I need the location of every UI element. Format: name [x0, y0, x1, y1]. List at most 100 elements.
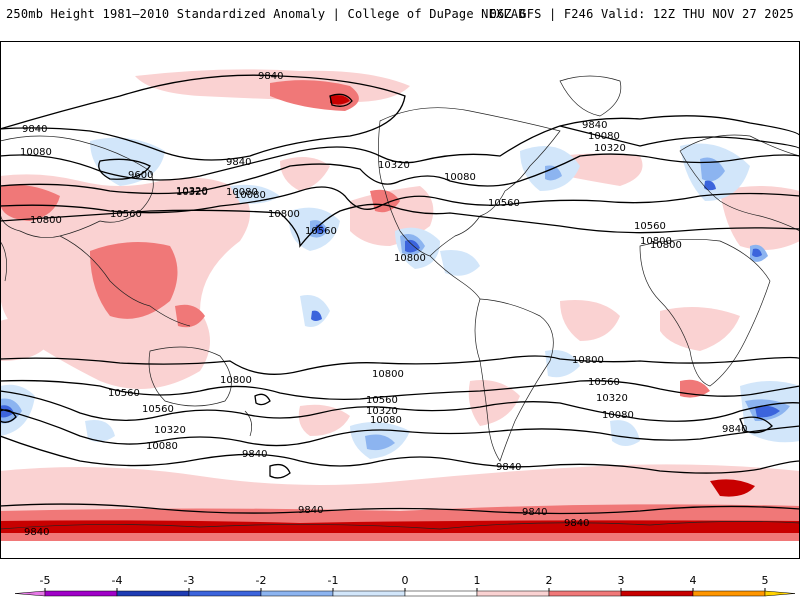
colorbar-tick-label: 2	[546, 574, 553, 587]
southeast-asia-outline	[59, 235, 191, 327]
contour-label: 10800	[268, 209, 300, 220]
contour-label: 10560	[305, 226, 337, 237]
africa-outline	[639, 239, 771, 387]
contour-label: 10800	[372, 369, 404, 380]
contour-label: 10800	[640, 236, 672, 247]
contour-label: 10560	[110, 209, 142, 220]
contour-label: 9840	[258, 71, 283, 82]
contour-label: 9600	[128, 170, 153, 181]
contour-label: 10080	[20, 147, 52, 158]
contour-label: 10080	[234, 190, 266, 201]
antarctica-outline	[0, 521, 800, 530]
colorbar-bins	[14, 590, 796, 597]
colorbar-tick-label: 3	[618, 574, 625, 587]
contour-label: 10560	[366, 395, 398, 406]
colorbar-ticks: -5 -4 -3 -2 -1 0 1 2 3 4 5	[40, 574, 769, 591]
contour-label: 9840	[242, 449, 267, 460]
contour-label: 10320	[154, 425, 186, 436]
contour-label: 10320	[596, 393, 628, 404]
colorbar-tick-label: -4	[112, 574, 123, 587]
colorbar-low-extension	[14, 590, 46, 597]
contour-label: 10320	[176, 186, 208, 197]
colorbar-tick-label: -5	[40, 574, 51, 587]
colorbar-bin	[44, 590, 118, 597]
asia-outline	[0, 135, 154, 238]
contour-loop-south-4	[0, 409, 17, 423]
north-america-outline	[377, 107, 561, 257]
contour-9840-north	[0, 74, 406, 161]
contour-label: 10320	[594, 143, 626, 154]
anomaly-map: 9840 9840 10080 9600 9840 10320 10080 10…	[0, 41, 800, 559]
contour-label: 9840	[496, 462, 521, 473]
contour-label: 9840	[298, 505, 323, 516]
contour-label: 10800	[220, 375, 252, 386]
colorbar-bin	[260, 590, 334, 597]
contour-label: 10560	[488, 198, 520, 209]
colorbar-bin	[476, 590, 550, 597]
contour-label: 9840	[22, 124, 47, 135]
contour-10320-south	[0, 390, 800, 422]
contour-10560-north	[0, 186, 800, 214]
contour-loop-south-2	[269, 463, 291, 479]
contour-9600-loop	[98, 158, 151, 180]
colorbar-tick-label: -1	[328, 574, 339, 587]
contour-10800-south	[0, 355, 800, 375]
anomaly-shading	[0, 69, 800, 541]
contour-label: 10560	[588, 377, 620, 388]
contour-10560-south	[0, 379, 800, 401]
height-contours	[0, 74, 800, 515]
contour-label: 10560	[142, 404, 174, 415]
contour-label: 10560	[108, 388, 140, 399]
central-america-outline	[429, 255, 481, 300]
contour-10800-north	[0, 203, 800, 248]
greenland-outline	[559, 75, 622, 117]
contour-9840-north-b	[559, 115, 800, 137]
contour-loop-south-3	[739, 416, 773, 434]
contour-label: 9840	[24, 527, 49, 538]
contour-9840-antarctic	[0, 503, 800, 515]
contour-9840-small-loop	[329, 93, 353, 107]
colorbar-tick-label: 4	[690, 574, 697, 587]
colorbar-tick-label: 5	[762, 574, 769, 587]
contour-loop-south-1	[254, 393, 271, 406]
colorbar-bin	[548, 590, 622, 597]
india-outline	[0, 240, 7, 282]
colorbar-high-extension	[764, 590, 796, 597]
colorbar-bin	[332, 590, 406, 597]
contour-labels: 9840 9840 10080 9600 9840 10320 10080 10…	[20, 71, 747, 538]
contour-label: 10320	[176, 187, 208, 198]
colorbar-bin	[404, 590, 478, 597]
contour-label: 10080	[602, 410, 634, 421]
model-run-info: 06Z GFS | F246 Valid: 12Z THU NOV 27 202…	[489, 7, 794, 21]
contour-label: 10080	[226, 187, 258, 198]
colorbar-tick-label: 0	[402, 574, 409, 587]
colorbar-bin	[188, 590, 262, 597]
contour-label: 10080	[146, 441, 178, 452]
header: 250mb Height 1981–2010 Standardized Anom…	[0, 0, 800, 30]
contour-label: 9840	[564, 518, 589, 529]
colorbar-tick-label: 1	[474, 574, 481, 587]
colorbar-bin	[620, 590, 694, 597]
contour-label: 9840	[722, 424, 747, 435]
contour-label: 9840	[226, 157, 251, 168]
contour-10080-south	[0, 408, 800, 447]
contour-label: 10320	[366, 406, 398, 417]
contour-10080-north	[0, 125, 800, 181]
colorbar-tick-label: -2	[256, 574, 267, 587]
colorbar-tick-label: -3	[184, 574, 195, 587]
contour-label: 10080	[588, 131, 620, 142]
europe-outline	[679, 134, 800, 232]
contour-label: 10320	[378, 160, 410, 171]
contour-label: 10800	[650, 240, 682, 251]
contour-label: 10560	[634, 221, 666, 232]
australia-outline	[148, 346, 232, 407]
map-title: 250mb Height 1981–2010 Standardized Anom…	[6, 7, 526, 21]
contour-label: 10800	[394, 253, 426, 264]
colorbar: -5 -4 -3 -2 -1 0 1 2 3 4 5	[14, 574, 796, 597]
contour-label: 9840	[582, 120, 607, 131]
contour-label: 9840	[522, 507, 547, 518]
contour-label: 10080	[444, 172, 476, 183]
contour-label: 10800	[572, 355, 604, 366]
contour-label: 10080	[370, 415, 402, 426]
colorbar-bin	[692, 590, 766, 597]
